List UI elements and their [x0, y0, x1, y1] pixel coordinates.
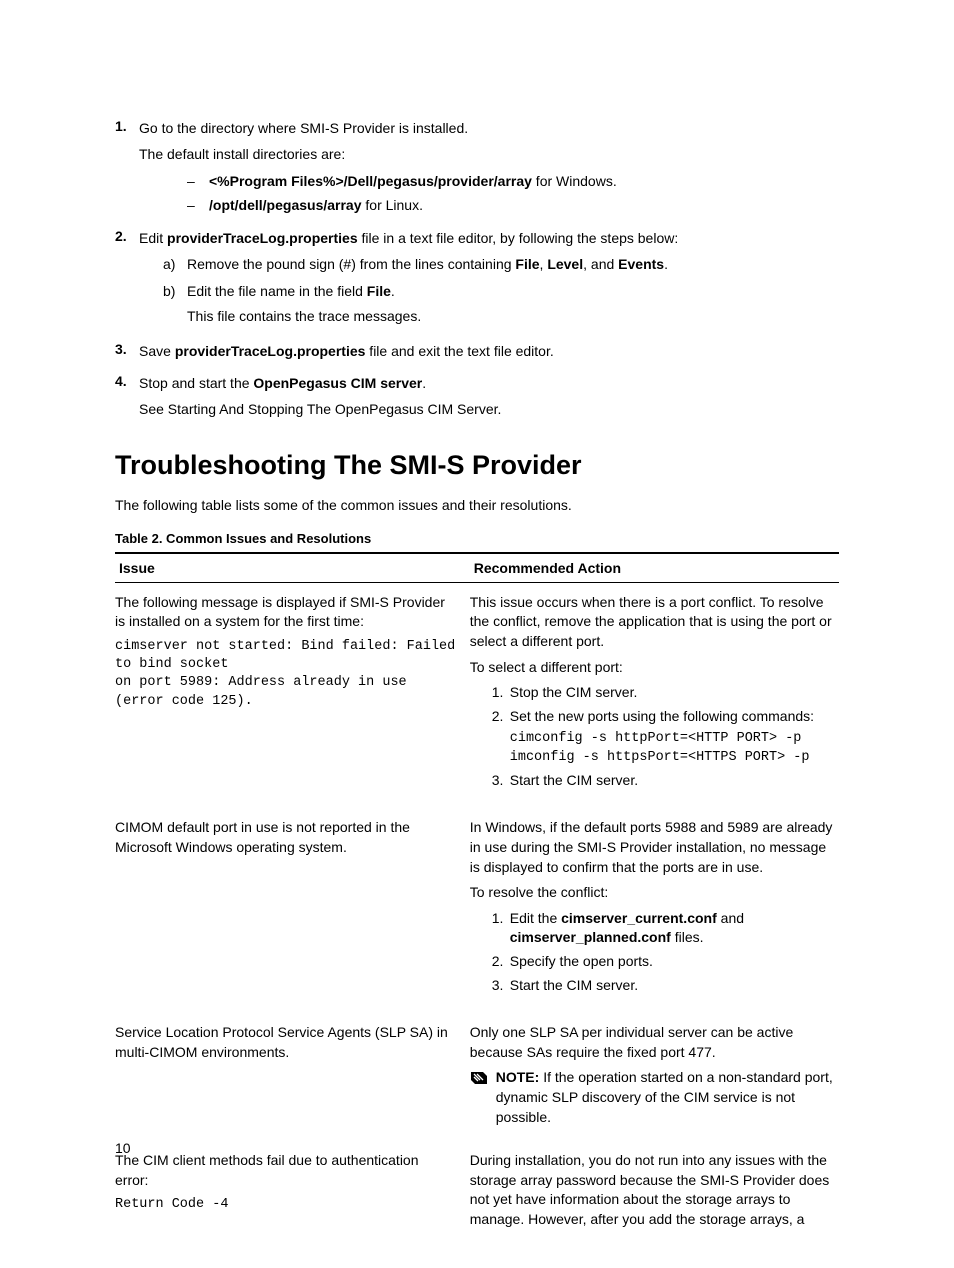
section-intro: The following table lists some of the co… — [115, 497, 839, 513]
action-text: To resolve the conflict: — [470, 883, 833, 903]
issue-text: The following message is displayed if SM… — [115, 593, 456, 632]
substep-marker: a) — [163, 254, 187, 279]
action-text: Only one SLP SA per individual server ca… — [470, 1023, 833, 1062]
issue-text: The CIM client methods fail due to authe… — [115, 1151, 456, 1190]
action-steps: 1.Edit the cimserver_current.conf and ci… — [470, 909, 833, 995]
section-heading: Troubleshooting The SMI-S Provider — [115, 450, 839, 481]
table-row: CIMOM default port in use is not reporte… — [115, 808, 839, 1013]
step-text: Edit providerTraceLog.properties file in… — [139, 228, 839, 248]
page-number: 10 — [115, 1140, 131, 1156]
action-text: During installation, you do not run into… — [470, 1151, 833, 1229]
list-item: Stop the CIM server. — [510, 684, 638, 700]
note-icon — [470, 1070, 488, 1086]
substep-text: Remove the pound sign (#) from the lines… — [187, 254, 839, 275]
issue-text: Service Location Protocol Service Agents… — [115, 1023, 456, 1062]
step-number: 2. — [115, 228, 139, 335]
substep-marker: b) — [163, 281, 187, 331]
issue-code: cimserver not started: Bind failed: Fail… — [115, 638, 456, 711]
list-item: Set the new ports using the following co… — [510, 708, 814, 724]
note-block: NOTE: If the operation started on a non-… — [470, 1068, 833, 1127]
procedure-list: 1. Go to the directory where SMI-S Provi… — [115, 118, 839, 426]
step-text: See Starting And Stopping The OpenPegasu… — [139, 399, 839, 419]
table-row: The following message is displayed if SM… — [115, 582, 839, 808]
issues-table: Issue Recommended Action The following m… — [115, 552, 839, 1250]
list-item: Start the CIM server. — [510, 772, 638, 788]
step-number: 1. — [115, 118, 139, 222]
step-text: Go to the directory where SMI-S Provider… — [139, 118, 839, 138]
substep-text: Edit the file name in the field File. — [187, 281, 839, 302]
issue-text: CIMOM default port in use is not reporte… — [115, 818, 456, 857]
step-number: 4. — [115, 373, 139, 426]
path-linux: /opt/dell/pegasus/array — [209, 197, 362, 213]
text: for Windows. — [532, 173, 617, 189]
path-windows: <%Program Files%>/Dell/pegasus/provider/… — [209, 173, 532, 189]
column-header-issue: Issue — [115, 553, 470, 583]
substep-text: This file contains the trace messages. — [187, 306, 839, 327]
action-steps: 1.Stop the CIM server. 2. Set the new po… — [470, 683, 833, 790]
step-number: 3. — [115, 341, 139, 367]
action-text: To select a different port: — [470, 658, 833, 678]
step-text: The default install directories are: — [139, 144, 839, 164]
table-caption: Table 2. Common Issues and Resolutions — [115, 531, 839, 546]
list-item: Edit the cimserver_current.conf and cims… — [510, 910, 744, 946]
step-text: Stop and start the OpenPegasus CIM serve… — [139, 373, 839, 393]
table-row: The CIM client methods fail due to authe… — [115, 1141, 839, 1249]
step-text: Save providerTraceLog.properties file an… — [139, 341, 839, 361]
action-text: This issue occurs when there is a port c… — [470, 593, 833, 652]
text: for Linux. — [362, 197, 423, 213]
directory-list: <%Program Files%>/Dell/pegasus/provider/… — [139, 171, 839, 216]
action-text: In Windows, if the default ports 5988 an… — [470, 818, 833, 877]
list-item: Specify the open ports. — [510, 953, 653, 969]
issue-code: Return Code -4 — [115, 1196, 456, 1214]
command-code: cimconfig -s httpPort=<HTTP PORT> -p imc… — [510, 730, 833, 766]
list-item: Start the CIM server. — [510, 977, 638, 993]
substep-list: a) Remove the pound sign (#) from the li… — [139, 254, 839, 331]
table-row: Service Location Protocol Service Agents… — [115, 1013, 839, 1141]
column-header-action: Recommended Action — [470, 553, 839, 583]
note-text: NOTE: If the operation started on a non-… — [496, 1068, 833, 1127]
document-page: 1. Go to the directory where SMI-S Provi… — [0, 0, 954, 1249]
